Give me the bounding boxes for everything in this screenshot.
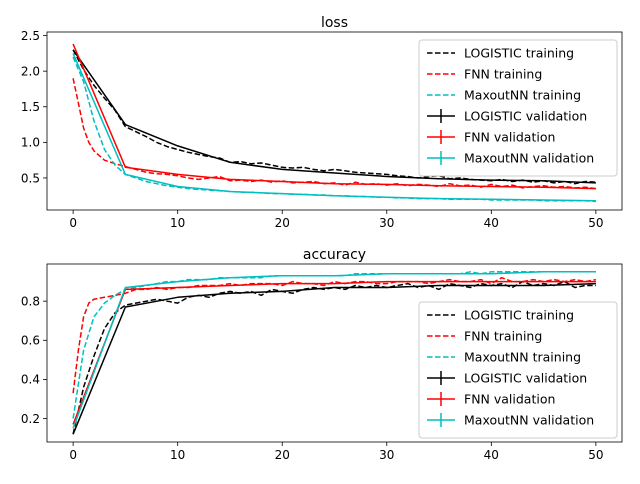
x-tick-label: 0 xyxy=(69,216,77,230)
x-tick-label: 10 xyxy=(170,216,185,230)
chart-title: accuracy xyxy=(303,247,366,263)
legend-box xyxy=(418,39,618,177)
x-tick-label: 30 xyxy=(379,448,394,462)
legend-label-logistic-validation: LOGISTIC validation xyxy=(464,109,587,124)
y-tick-label: 0.4 xyxy=(21,373,40,387)
series-line-logistic-validation xyxy=(72,282,596,435)
legend: LOGISTIC training FNN training MaxoutNN tr… xyxy=(418,301,618,439)
x-tick-label: 50 xyxy=(588,448,603,462)
legend-label-maxoutnn-validation: MaxoutNN validation xyxy=(464,413,594,428)
x-tick-label: 0 xyxy=(69,448,77,462)
y-tick-label: 2.5 xyxy=(21,29,40,43)
legend-label-maxoutnn-validation: MaxoutNN validation xyxy=(464,151,594,166)
series-line-fnn-validation xyxy=(72,43,596,190)
legend-label-logistic-training: LOGISTIC training xyxy=(464,46,574,61)
x-tick-label: 40 xyxy=(484,216,499,230)
legend: LOGISTIC training FNN training MaxoutNN tr… xyxy=(418,39,618,177)
chart-loss: loss 0 10 20 30 40 50 0.5 1.0 1.5 2.0 2.5 LOGISTIC t… xyxy=(21,15,623,230)
legend-label-logistic-training: LOGISTIC training xyxy=(464,308,574,323)
legend-label-maxoutnn-training: MaxoutNN training xyxy=(464,350,581,365)
axes-frame xyxy=(46,31,623,211)
series-line-maxoutnn-validation xyxy=(72,53,596,202)
series-line-maxoutnn-validation xyxy=(72,271,596,429)
series-line-fnn-validation xyxy=(72,280,596,425)
chart-title: loss xyxy=(321,15,348,31)
legend-label-fnn-validation: FNN validation xyxy=(464,130,555,145)
y-tick-label: 0.2 xyxy=(21,412,40,426)
legend-label-fnn-training: FNN training xyxy=(464,329,542,344)
axes-frame xyxy=(46,263,623,443)
legend-label-fnn-training: FNN training xyxy=(464,67,542,82)
legend-box xyxy=(418,301,618,439)
y-tick-label: 0.8 xyxy=(21,294,40,308)
x-tick-label: 40 xyxy=(484,448,499,462)
legend-label-logistic-validation: LOGISTIC validation xyxy=(464,371,587,386)
series-line-logistic-training xyxy=(72,49,596,185)
legend-label-maxoutnn-training: MaxoutNN training xyxy=(464,88,581,103)
chart-accuracy: accuracy 0 10 20 30 40 50 0.2 0.4 0.6 0.8 LOGISTIC … xyxy=(21,247,623,462)
series-group xyxy=(72,271,597,435)
y-tick-label: 1.5 xyxy=(21,100,40,114)
y-tick-label: 1.0 xyxy=(21,136,40,150)
x-tick-label: 20 xyxy=(275,216,290,230)
legend-label-fnn-validation: FNN validation xyxy=(464,392,555,407)
y-tick-label: 0.5 xyxy=(21,171,40,185)
y-tick-label: 0.6 xyxy=(21,334,40,348)
series-group xyxy=(72,43,596,203)
x-tick-label: 30 xyxy=(379,216,394,230)
x-tick-label: 20 xyxy=(275,448,290,462)
series-line-logistic-validation xyxy=(72,49,596,184)
x-tick-label: 50 xyxy=(588,216,603,230)
y-tick-label: 2.0 xyxy=(21,64,40,78)
x-tick-label: 10 xyxy=(170,448,185,462)
